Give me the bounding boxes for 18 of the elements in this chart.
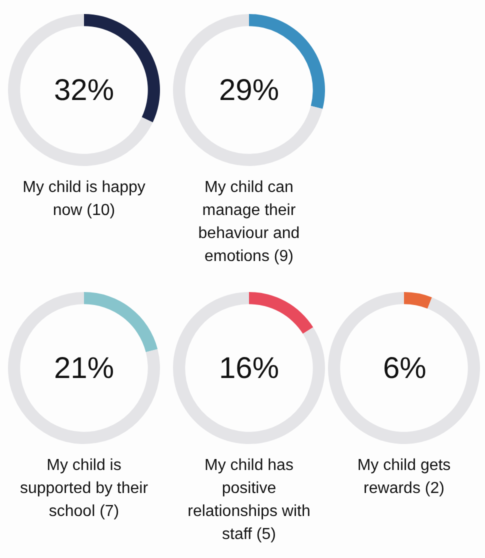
donut-slice bbox=[249, 292, 314, 334]
text: 21% bbox=[54, 352, 114, 385]
text: My child is happy now (10) bbox=[22, 178, 146, 221]
text: My child can manage their behaviour and emotions (9) bbox=[197, 178, 301, 267]
donut-slice bbox=[404, 292, 432, 309]
donut-slice bbox=[84, 292, 158, 352]
donut-slice bbox=[8, 14, 153, 166]
text: My child is supported by their school (7) bbox=[18, 456, 150, 522]
text: 32% bbox=[54, 74, 114, 107]
text: 16% bbox=[219, 352, 280, 385]
text: My child has positive relationships with staff (5) bbox=[186, 456, 312, 545]
donut-slice bbox=[328, 292, 480, 444]
donut-slice bbox=[8, 292, 160, 444]
text: 29% bbox=[219, 74, 280, 107]
text: 6% bbox=[383, 352, 426, 385]
donut-slice bbox=[173, 292, 325, 444]
text: My child gets rewards (2) bbox=[356, 456, 452, 499]
donut-slice bbox=[173, 14, 323, 166]
